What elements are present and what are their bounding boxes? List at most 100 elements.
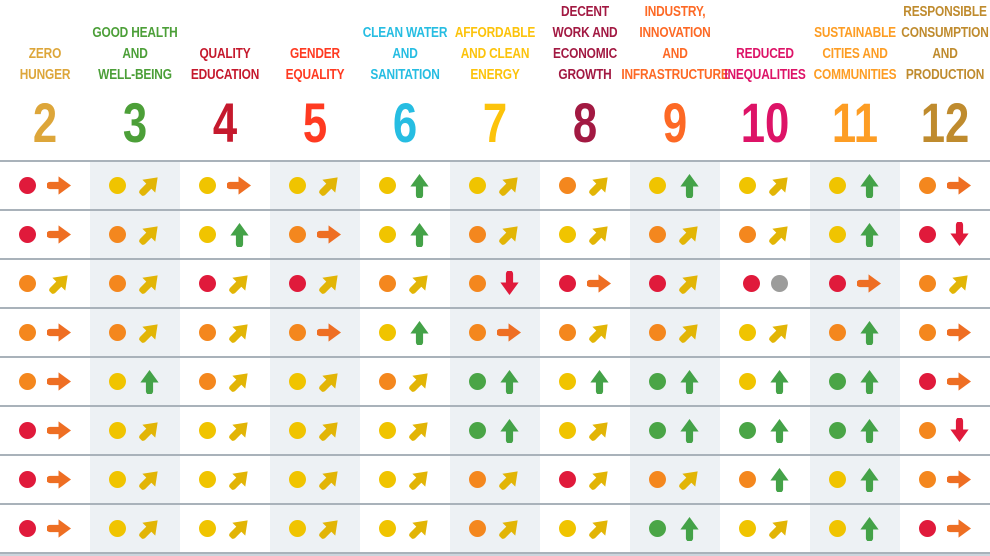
trend-right-arrow-icon [46,323,71,342]
trend-up-right-arrow-icon [138,422,158,441]
rating-cell-row2-goal9 [630,209,720,258]
rating-cell-row8-goal5 [270,503,360,552]
trend-right-arrow-icon [856,274,881,293]
rating-dot-orange [288,324,306,341]
rating-cell-row8-goal3 [90,503,180,552]
trend-up-arrow-icon [859,419,879,443]
trend-up-right-arrow-icon [498,471,518,490]
goal-number: 8 [572,91,598,154]
goal-number: 10 [740,91,790,154]
rating-dot-red [918,520,936,537]
rating-dot-green [468,422,486,439]
trend-up-right-arrow-icon [588,177,608,196]
rating-dot-yellow [738,177,756,194]
bottom-strip [0,552,990,556]
rating-cell-row1-goal11 [810,160,900,209]
rating-cell-row6-goal10 [720,405,810,454]
rating-cell-row6-goal9 [630,405,720,454]
trend-up-right-arrow-icon [408,471,428,490]
rating-dot-green [648,520,666,537]
rating-dot-yellow [198,226,216,243]
trend-unavailable-icon [770,275,788,292]
rating-dot-yellow [198,471,216,488]
rating-dot-red [198,275,216,292]
rating-cell-row8-goal12 [900,503,990,552]
rating-dot-orange [918,177,936,194]
trend-up-right-arrow-icon [48,275,68,294]
rating-cell-row8-goal9 [630,503,720,552]
trend-up-right-arrow-icon [588,520,608,539]
rating-cell-row3-goal4 [180,258,270,307]
rating-cell-row7-goal3 [90,454,180,503]
trend-up-arrow-icon [229,223,249,247]
trend-up-right-arrow-icon [318,275,338,294]
trend-up-right-arrow-icon [588,226,608,245]
trend-down-arrow-icon [949,222,969,246]
rating-dot-orange [18,275,36,292]
rating-cell-row4-goal11 [810,307,900,356]
rating-dot-orange [648,226,666,243]
rating-cell-row4-goal2 [0,307,90,356]
rating-cell-row2-goal4 [180,209,270,258]
rating-dot-red [742,275,760,292]
goal-column-header-2: ZERO HUNGER 2 [0,0,90,160]
rating-dot-red [558,275,576,292]
trend-right-arrow-icon [946,519,971,538]
rating-cell-row5-goal7 [450,356,540,405]
goal-column-header-10: REDUCED INEQUALITIES 10 [720,0,810,160]
goal-label: REDUCED INEQUALITIES [724,46,806,83]
rating-cell-row7-goal8 [540,454,630,503]
trend-up-right-arrow-icon [408,275,428,294]
trend-up-arrow-icon [769,370,789,394]
goal-column-header-11: SUSTAINABLE CITIES AND COMMUNITIES 11 [810,0,900,160]
rating-dot-orange [648,324,666,341]
rating-dot-yellow [648,177,666,194]
trend-up-right-arrow-icon [318,520,338,539]
goal-number: 3 [122,91,148,154]
rating-cell-row3-goal9 [630,258,720,307]
trend-up-right-arrow-icon [138,226,158,245]
rating-cell-row1-goal5 [270,160,360,209]
goal-label: SUSTAINABLE CITIES AND COMMUNITIES [813,25,897,83]
trend-up-arrow-icon [769,468,789,492]
rating-cell-row2-goal10 [720,209,810,258]
goal-label: INDUSTRY, INNOVATION AND INFRASTRUCTURE [621,4,729,83]
rating-cell-row5-goal10 [720,356,810,405]
rating-cell-row6-goal2 [0,405,90,454]
goal-column-header-3: GOOD HEALTH AND WELL-BEING 3 [90,0,180,160]
rating-cell-row1-goal9 [630,160,720,209]
rating-cell-row3-goal3 [90,258,180,307]
rating-cell-row4-goal8 [540,307,630,356]
rating-dot-red [918,226,936,243]
rating-dot-red [18,422,36,439]
trend-up-right-arrow-icon [498,177,518,196]
rating-dot-orange [558,324,576,341]
rating-dot-yellow [558,520,576,537]
rating-dot-orange [108,275,126,292]
rating-cell-row5-goal2 [0,356,90,405]
rating-dot-yellow [288,422,306,439]
trend-right-arrow-icon [316,225,341,244]
trend-up-right-arrow-icon [768,177,788,196]
trend-up-right-arrow-icon [318,471,338,490]
rating-dot-yellow [378,520,396,537]
rating-cell-row7-goal9 [630,454,720,503]
rating-dot-yellow [108,422,126,439]
rating-dot-yellow [558,422,576,439]
rating-dot-yellow [198,177,216,194]
rating-cell-row1-goal12 [900,160,990,209]
rating-dot-orange [468,226,486,243]
rating-cell-row8-goal7 [450,503,540,552]
trend-up-right-arrow-icon [678,324,698,343]
goal-number: 6 [392,91,418,154]
rating-dot-yellow [558,226,576,243]
rating-cell-row8-goal8 [540,503,630,552]
trend-up-arrow-icon [139,370,159,394]
trend-right-arrow-icon [316,323,341,342]
rating-dot-yellow [288,520,306,537]
rating-cell-row4-goal9 [630,307,720,356]
trend-up-right-arrow-icon [138,275,158,294]
trend-up-arrow-icon [859,223,879,247]
rating-dot-green [468,373,486,390]
rating-cell-row5-goal6 [360,356,450,405]
